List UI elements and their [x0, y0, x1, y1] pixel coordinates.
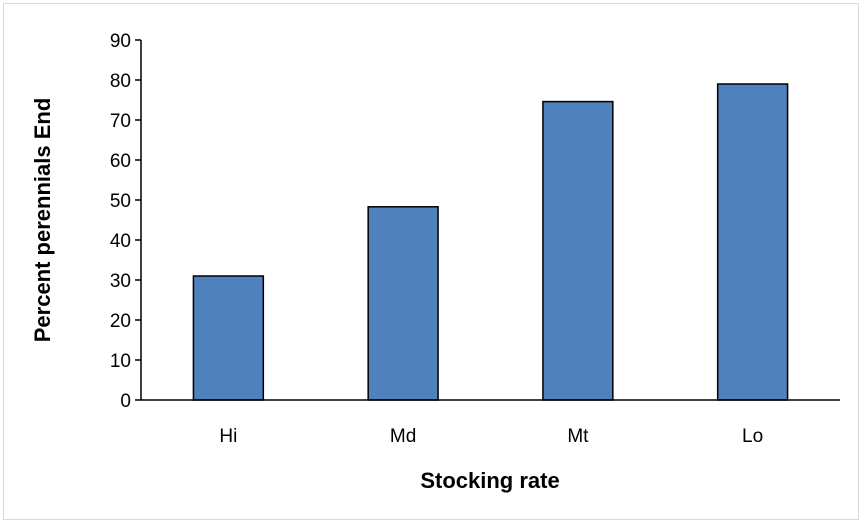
y-tick-label: 10 [110, 351, 131, 372]
y-tick-label: 60 [110, 151, 131, 172]
x-tick-label-lo: Lo [742, 426, 763, 447]
bar-mt [542, 100, 614, 401]
x-tick-label-md: Md [390, 426, 416, 447]
y-axis-ticks: 0 10 20 30 40 50 60 70 80 90 [110, 31, 141, 412]
y-tick-label: 30 [110, 271, 131, 292]
x-tick-label-hi: Hi [219, 426, 237, 447]
y-tick-label: 40 [110, 231, 131, 252]
x-axis-title: Stocking rate [420, 468, 559, 493]
x-axis-ticks: Hi Md Mt Lo [219, 426, 763, 447]
bar-hi [192, 275, 265, 401]
y-tick-label: 20 [110, 311, 131, 332]
y-tick-label: 80 [110, 71, 131, 92]
bar-md [367, 206, 439, 401]
y-tick-label: 90 [110, 31, 131, 52]
y-tick-label: 50 [110, 191, 131, 212]
y-axis-title: Percent perennials End [30, 98, 55, 343]
x-tick-label-mt: Mt [567, 426, 589, 447]
y-tick-label: 70 [110, 111, 131, 132]
y-tick-label: 0 [120, 391, 131, 412]
bar-lo [716, 83, 789, 401]
bars [192, 83, 789, 401]
